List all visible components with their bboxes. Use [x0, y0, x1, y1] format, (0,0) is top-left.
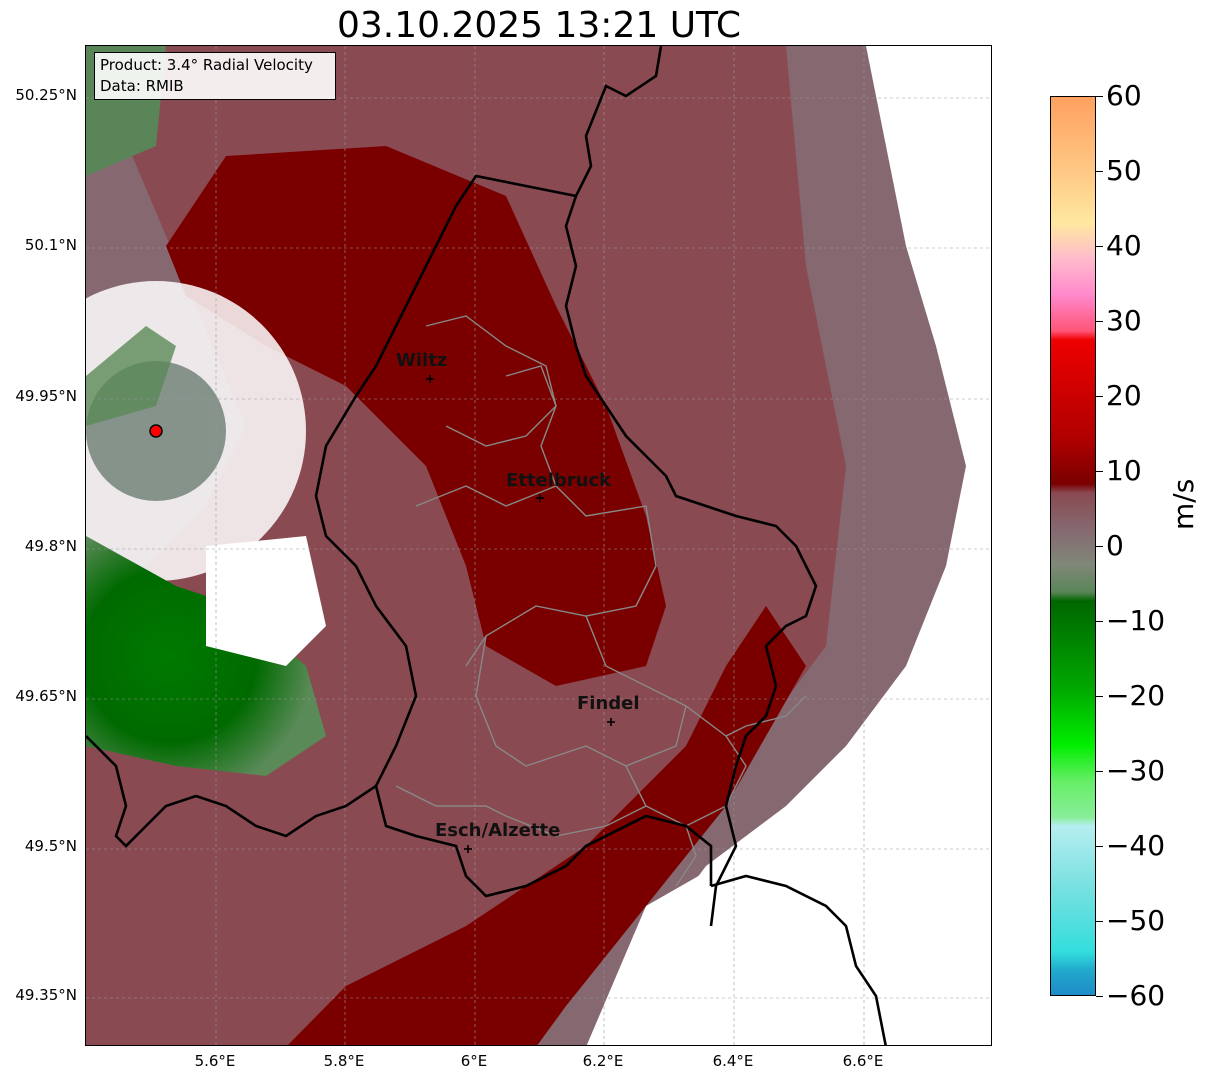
echo-field-darkred — [166, 146, 666, 686]
colorbar-tick-label: 30 — [1106, 304, 1142, 337]
radar-map — [85, 45, 992, 1046]
colorbar-tick-label: 10 — [1106, 454, 1142, 487]
canton-borders — [395, 315, 807, 887]
radar-map-svg — [86, 46, 991, 1045]
colorbar-tick-label: −20 — [1106, 679, 1166, 712]
colorbar-svg — [1051, 97, 1095, 995]
colorbar-tick-mark — [1096, 846, 1103, 847]
no-echo-east — [616, 46, 991, 1045]
colorbar-tick-mark — [1096, 771, 1103, 772]
lon-label-6-2: 6.2°E — [582, 1052, 624, 1070]
city-label-wiltz: Wiltz — [396, 350, 448, 371]
national-borders — [86, 46, 887, 1045]
product-info-box: Product: 3.4° Radial Velocity Data: RMIB — [94, 52, 336, 100]
colorbar-tick-label: 50 — [1106, 154, 1142, 187]
colorbar-tick-label: 0 — [1106, 529, 1124, 562]
lon-label-6-6: 6.6°E — [842, 1052, 884, 1070]
city-label-esch-alzette: Esch/Alzette — [435, 820, 561, 841]
echo-field-green — [86, 536, 326, 776]
colorbar-tick-mark — [1096, 396, 1103, 397]
radar-site-marker — [149, 424, 163, 438]
lon-label-6: 6°E — [460, 1052, 488, 1070]
colorbar-tick-label: −60 — [1106, 979, 1166, 1012]
city-markers — [426, 375, 615, 853]
city-label-ettelbruck: Ettelbruck — [506, 470, 612, 491]
colorbar-tick-mark — [1096, 171, 1103, 172]
lon-label-6-4: 6.4°E — [712, 1052, 754, 1070]
colorbar-tick-mark — [1096, 471, 1103, 472]
lon-label-5-8: 5.8°E — [323, 1052, 365, 1070]
lat-label-50-25: 50.25°N — [15, 86, 77, 104]
colorbar-tick-mark — [1096, 921, 1103, 922]
colorbar-tick-mark — [1096, 696, 1103, 697]
colorbar-tick-mark — [1096, 96, 1103, 97]
colorbar-tick-label: −10 — [1106, 604, 1166, 637]
colorbar-tick-mark — [1096, 621, 1103, 622]
colorbar-tick-mark — [1096, 246, 1103, 247]
colorbar-tick-mark — [1096, 996, 1103, 997]
lat-label-49-5: 49.5°N — [24, 837, 77, 855]
colorbar-tick-label: −50 — [1106, 904, 1166, 937]
colorbar-tick-mark — [1096, 546, 1103, 547]
lat-label-49-35: 49.35°N — [15, 986, 77, 1004]
colorbar-tick-label: −40 — [1106, 829, 1166, 862]
echo-field-darkred-south — [287, 606, 806, 1045]
city-label-findel: Findel — [577, 693, 640, 714]
colorbar-tick-label: 40 — [1106, 229, 1142, 262]
data-source-label: Data: RMIB — [100, 77, 184, 95]
colorbar-tick-label: −30 — [1106, 754, 1166, 787]
lat-label-50-1: 50.1°N — [24, 236, 77, 254]
colorbar-tick-label: 20 — [1106, 379, 1142, 412]
product-label: Product: 3.4° Radial Velocity — [100, 56, 313, 74]
lat-label-49-95: 49.95°N — [15, 387, 77, 405]
colorbar-tick-mark — [1096, 321, 1103, 322]
colorbar-tick-label: 60 — [1106, 79, 1142, 112]
map-title: 03.10.2025 13:21 UTC — [336, 5, 742, 46]
lat-label-49-65: 49.65°N — [15, 687, 77, 705]
colorbar-unit-label: m/s — [1167, 478, 1200, 530]
lat-label-49-8: 49.8°N — [24, 537, 77, 555]
lon-label-5-6: 5.6°E — [194, 1052, 236, 1070]
colorbar — [1050, 96, 1096, 996]
